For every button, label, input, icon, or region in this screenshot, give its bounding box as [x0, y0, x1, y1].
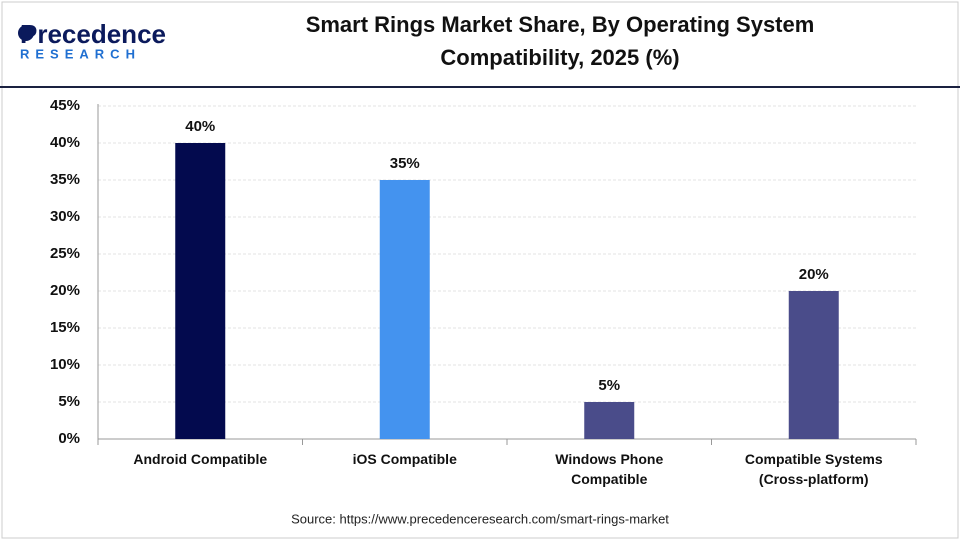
value-label: 40%	[185, 118, 215, 135]
x-tick-label: Android Compatible	[133, 451, 268, 467]
y-tick-label: 0%	[58, 430, 80, 447]
y-tick-label: 30%	[50, 208, 80, 225]
value-label: 5%	[598, 377, 620, 394]
logo-icon	[18, 25, 34, 41]
value-label: 20%	[799, 266, 829, 283]
bar	[379, 180, 430, 439]
bar	[584, 402, 635, 439]
source: Source: https://www.precedenceresearch.c…	[291, 511, 669, 526]
y-tick-label: 15%	[50, 319, 80, 336]
bar	[788, 291, 839, 439]
x-tick-label: Windows Phone Compatible	[555, 451, 664, 487]
y-tick-label: 5%	[58, 393, 80, 410]
y-tick-label: 25%	[50, 245, 80, 262]
y-tick-label: 35%	[50, 171, 80, 188]
y-tick-label: 20%	[50, 282, 80, 299]
logo-name: Precedence	[20, 19, 166, 49]
x-tick-label: iOS Compatible	[352, 451, 457, 467]
bar	[175, 143, 226, 439]
y-tick-label: 40%	[50, 134, 80, 151]
chart-title: Smart Rings Market Share, By Operating S…	[305, 12, 815, 70]
y-tick-label: 45%	[50, 97, 80, 114]
x-tick-label: Compatible Systems (Cross-platform)	[744, 451, 883, 487]
value-label: 35%	[390, 155, 420, 172]
y-tick-label: 10%	[50, 356, 80, 373]
logo-sub: RESEARCH	[20, 46, 141, 61]
